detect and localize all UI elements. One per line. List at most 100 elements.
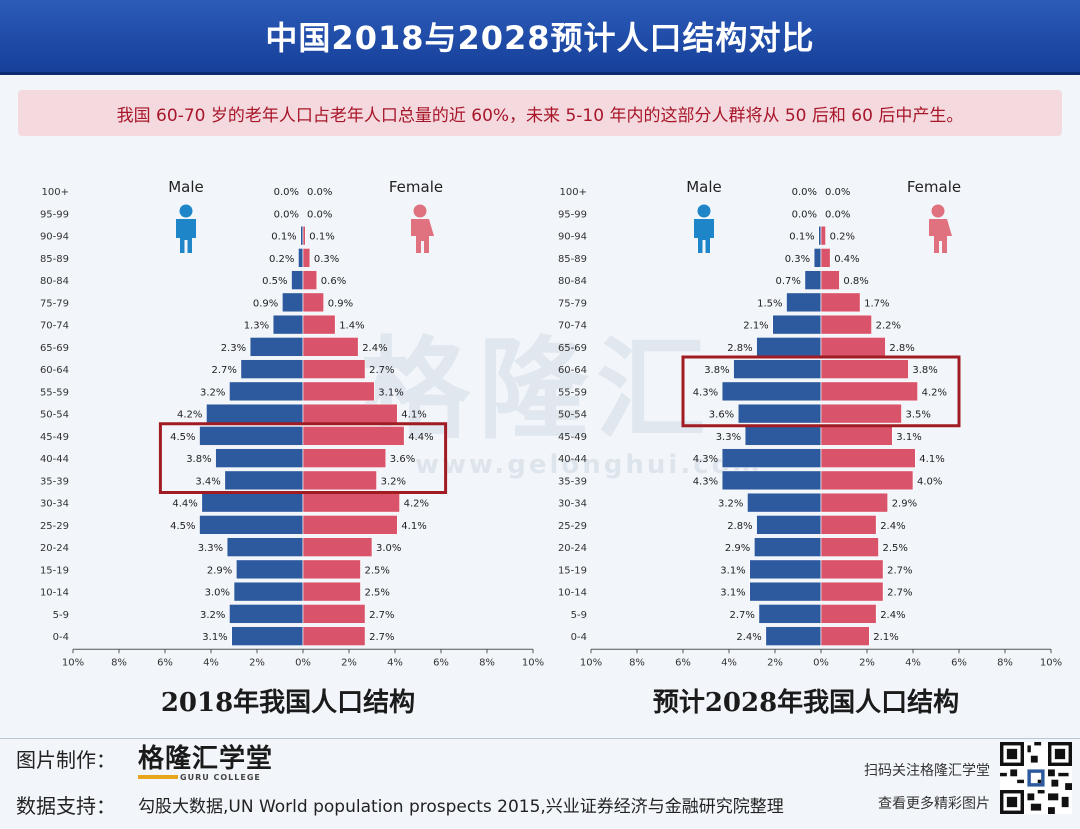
y2028-male-data-label: 2.7% [729, 610, 754, 621]
y2018-male-bar [199, 515, 304, 535]
y2018-female-bar [302, 359, 366, 379]
y2018-male-bar [229, 604, 304, 624]
y2028-highlight-box [681, 355, 961, 428]
y2018-female-data-label: 0.9% [328, 298, 353, 309]
y2018-female-bar [302, 581, 361, 602]
y2028-female-bar [820, 515, 877, 535]
y2018-male-bar [215, 448, 304, 468]
y2018-male-bar [240, 359, 304, 379]
y2018-age-label: 0-4 [53, 632, 69, 643]
y2018-male-data-label: 2.7% [211, 365, 236, 376]
y2018-x-tick-label: 2% [341, 657, 357, 668]
y2028-male-data-label: 2.8% [727, 521, 752, 532]
source-label: 数据支持： [16, 794, 116, 818]
y2028-male-bar [813, 248, 822, 268]
y2028-male-bar [749, 581, 822, 602]
y2028-male-data-label: 2.4% [736, 632, 761, 643]
y2018-male-data-label: 0.5% [262, 276, 287, 287]
qr-code-icon[interactable] [1000, 742, 1072, 814]
y2028-male-bar [786, 292, 822, 313]
y2018-age-label: 25-29 [40, 521, 69, 532]
y2028-female-data-label: 2.2% [876, 321, 901, 332]
y2018-female-data-label: 4.4% [408, 432, 433, 443]
y2018-female-bar [302, 604, 366, 624]
y2028-age-label: 40-44 [558, 454, 587, 465]
y2018-male-bar [199, 426, 304, 446]
y2018-female-data-label: 2.5% [365, 588, 390, 599]
y2028-female-data-label: 3.1% [896, 432, 921, 443]
chart-title-2028: 预计2028年我国人口结构 [652, 688, 960, 718]
y2028-age-label: 80-84 [558, 276, 587, 287]
pyramid-chart-2018: 10% 8% 6% 4% 2% 0% 2% 4% 6% 8% 10% 100+ 0.0% 0.0% 95-9… [40, 178, 544, 668]
y2028-age-label: 55-59 [558, 387, 587, 398]
y2028-female-data-label: 0.0% [825, 187, 850, 198]
y2028-female-data-label: 0.8% [843, 276, 868, 287]
y2028-female-bar [820, 381, 918, 402]
y2028-age-label: 75-79 [558, 298, 587, 309]
y2018-female-bar [302, 248, 311, 268]
y2028-x-tick-label: 2% [767, 657, 783, 668]
y2028-female-data-label: 0.4% [834, 254, 859, 265]
y2018-male-icon-body [176, 219, 196, 253]
y2018-female-data-label: 4.1% [401, 410, 426, 421]
y2028-female-data-label: 0.0% [825, 209, 850, 220]
y2028-age-label: 10-14 [558, 588, 587, 599]
y2018-female-data-label: 0.6% [321, 276, 346, 287]
y2018-age-label: 95-99 [40, 209, 69, 220]
y2018-x-tick-label: 4% [387, 657, 403, 668]
y2018-male-data-label: 4.4% [172, 499, 197, 510]
y2018-male-bar [224, 470, 304, 491]
pyramid-chart-2028: 10% 8% 6% 4% 2% 0% 2% 4% 6% 8% 10% 100+ 0.0% 0.0% 95-9… [558, 178, 1062, 668]
y2018-male-icon-head [179, 204, 193, 218]
y2028-age-label: 30-34 [558, 499, 587, 510]
y2018-age-label: 65-69 [40, 343, 69, 354]
y2028-age-label: 0-4 [571, 632, 587, 643]
y2018-male-data-label: 4.2% [177, 410, 202, 421]
y2018-x-tick-label: 8% [111, 657, 127, 668]
y2028-male-data-label: 0.0% [792, 209, 817, 220]
y2028-male-data-label: 4.3% [693, 387, 718, 398]
y2028-male-bar [818, 225, 822, 246]
y2028-female-icon-body [929, 219, 952, 253]
y2018-female-bar [302, 225, 306, 246]
y2028-female-data-label: 2.7% [887, 588, 912, 599]
y2028-male-bar [765, 626, 822, 646]
y2018-female-icon-body [411, 219, 434, 253]
y2028-male-bar [721, 381, 822, 402]
y2018-female-data-label: 0.1% [309, 232, 334, 243]
y2028-age-label: 25-29 [558, 521, 587, 532]
y2028-male-bar [744, 426, 822, 446]
y2018-male-bar [282, 292, 304, 313]
y2028-female-data-label: 2.4% [880, 521, 905, 532]
y2028-female-data-label: 2.9% [892, 499, 917, 510]
y2028-female-data-label: 2.8% [889, 343, 914, 354]
y2018-age-label: 70-74 [40, 321, 69, 332]
y2028-x-tick-label: 6% [675, 657, 691, 668]
y2028-legend-female: Female [907, 178, 961, 196]
y2028-male-bar [749, 559, 822, 580]
y2018-male-data-label: 0.0% [274, 187, 299, 198]
y2018-male-bar [233, 581, 304, 602]
y2028-female-data-label: 1.7% [864, 298, 889, 309]
y2028-x-tick-label: 6% [951, 657, 967, 668]
y2018-female-bar [302, 515, 398, 535]
y2028-female-bar [820, 492, 888, 513]
y2028-age-label: 60-64 [558, 365, 587, 376]
page-title: 中国2018与2028预计人口结构对比 [265, 19, 815, 57]
source-text: 勾股大数据,UN World population prospects 2015… [138, 797, 784, 817]
y2018-female-data-label: 2.7% [369, 632, 394, 643]
y2028-x-tick-label: 4% [905, 657, 921, 668]
header-bar: 中国2018与2028预计人口结构对比 [0, 0, 1080, 75]
y2018-male-data-label: 3.1% [202, 632, 227, 643]
y2028-male-data-label: 2.1% [743, 321, 768, 332]
footer-divider [0, 738, 1080, 739]
y2028-age-label: 20-24 [558, 543, 587, 554]
y2018-female-bar [302, 448, 387, 468]
y2018-age-label: 20-24 [40, 543, 69, 554]
y2028-male-bar [733, 359, 822, 379]
y2018-x-tick-label: 10% [62, 657, 84, 668]
y2018-male-icon [176, 204, 196, 253]
y2028-female-bar [820, 448, 916, 468]
y2018-female-data-label: 1.4% [339, 321, 364, 332]
chart-title-2018: 2018年我国人口结构 [160, 688, 416, 718]
